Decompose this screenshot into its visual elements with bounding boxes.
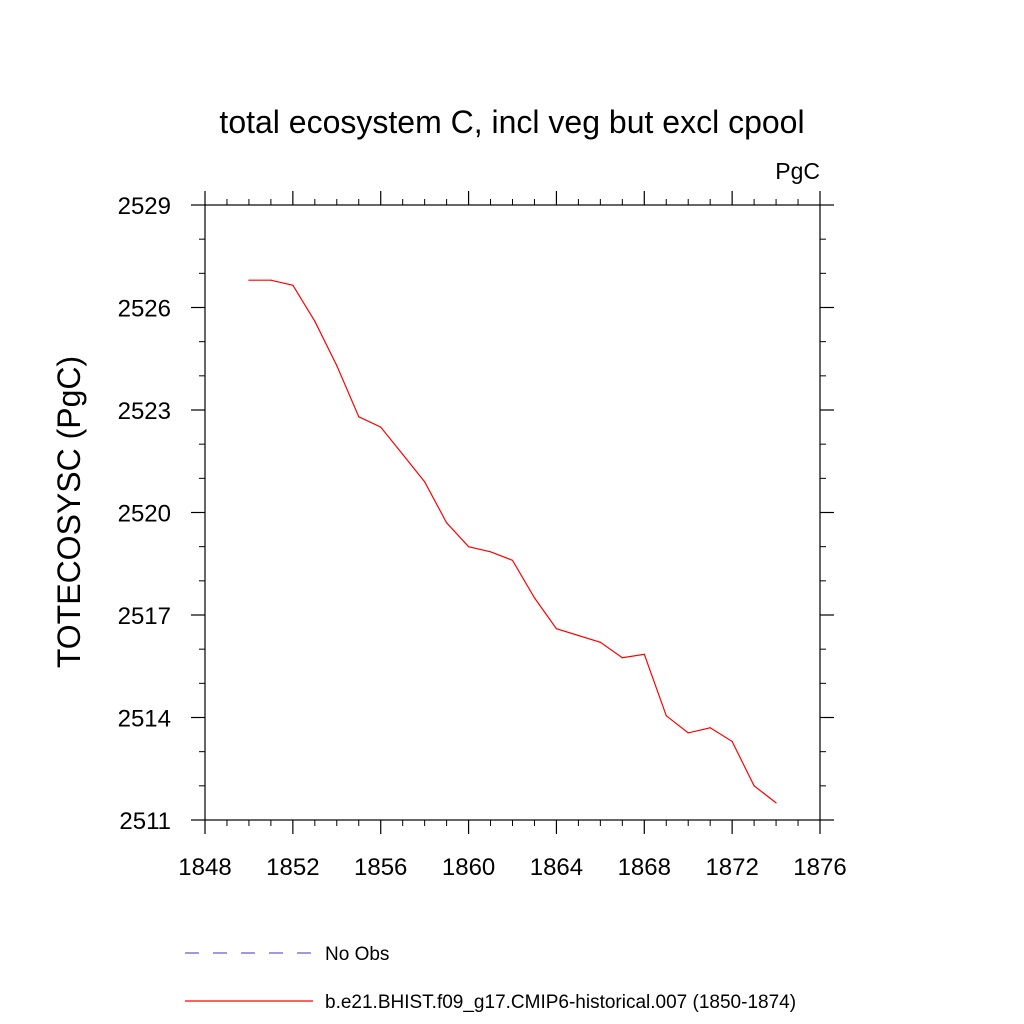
legend-label: b.e21.BHIST.f09_g17.CMIP6-historical.007… (325, 992, 796, 1013)
data-point (446, 522, 448, 524)
y-axis-title: TOTECOSYSC (PgC) (51, 356, 87, 668)
x-tick-label: 1876 (793, 854, 846, 881)
y-tick-label: 2523 (118, 398, 171, 425)
x-tick-label: 1852 (266, 854, 319, 881)
data-point (402, 453, 404, 456)
data-point (709, 727, 711, 729)
data-point (380, 426, 382, 428)
data-point (731, 740, 733, 743)
data-point (424, 481, 426, 483)
y-tick-label: 2529 (118, 193, 171, 220)
data-point (555, 628, 558, 630)
data-point (775, 802, 777, 804)
y-tick-label: 2517 (118, 603, 171, 630)
y-tick-label: 2526 (118, 296, 171, 323)
legend: No Obs b.e21.BHIST.f09_g17.CMIP6-historic… (185, 944, 796, 1013)
x-tick-label: 1848 (178, 854, 231, 881)
data-point (511, 559, 514, 561)
data-point (270, 279, 272, 281)
data-point (599, 641, 601, 643)
data-point (314, 320, 316, 322)
data-point (248, 279, 250, 281)
x-tick-label: 1864 (530, 854, 583, 881)
y-tick-label: 2514 (118, 706, 171, 733)
x-tick-label: 1860 (442, 854, 495, 881)
data-point (292, 284, 294, 286)
data-point (336, 364, 338, 367)
chart-title: total ecosystem C, incl veg but excl cpo… (219, 104, 804, 140)
data-point (753, 785, 755, 787)
y-tick-label: 2520 (118, 501, 171, 528)
data-point (467, 546, 470, 548)
data-point (665, 715, 667, 717)
series-line (248, 279, 777, 804)
series-group (248, 279, 777, 804)
data-point (621, 657, 623, 659)
y-tick-labels: 2511 2514 2517 2520 2523 2526 2529 (118, 193, 171, 835)
legend-label: No Obs (325, 944, 389, 965)
x-tick-labels: 1848 1852 1856 1860 1864 1868 1872 1876 (178, 854, 846, 881)
y-tick-label: 2511 (119, 808, 171, 835)
data-point (643, 653, 645, 655)
x-tick-label: 1872 (705, 854, 758, 881)
x-tick-label: 1868 (618, 854, 671, 881)
data-point (687, 732, 689, 734)
units-label: PgC (775, 158, 820, 184)
data-point (489, 551, 492, 553)
data-point (577, 634, 579, 637)
x-tick-label: 1856 (354, 854, 407, 881)
plot-frame (204, 204, 821, 821)
data-point (358, 416, 360, 418)
axis-ticks (191, 191, 834, 834)
data-point (533, 597, 536, 599)
